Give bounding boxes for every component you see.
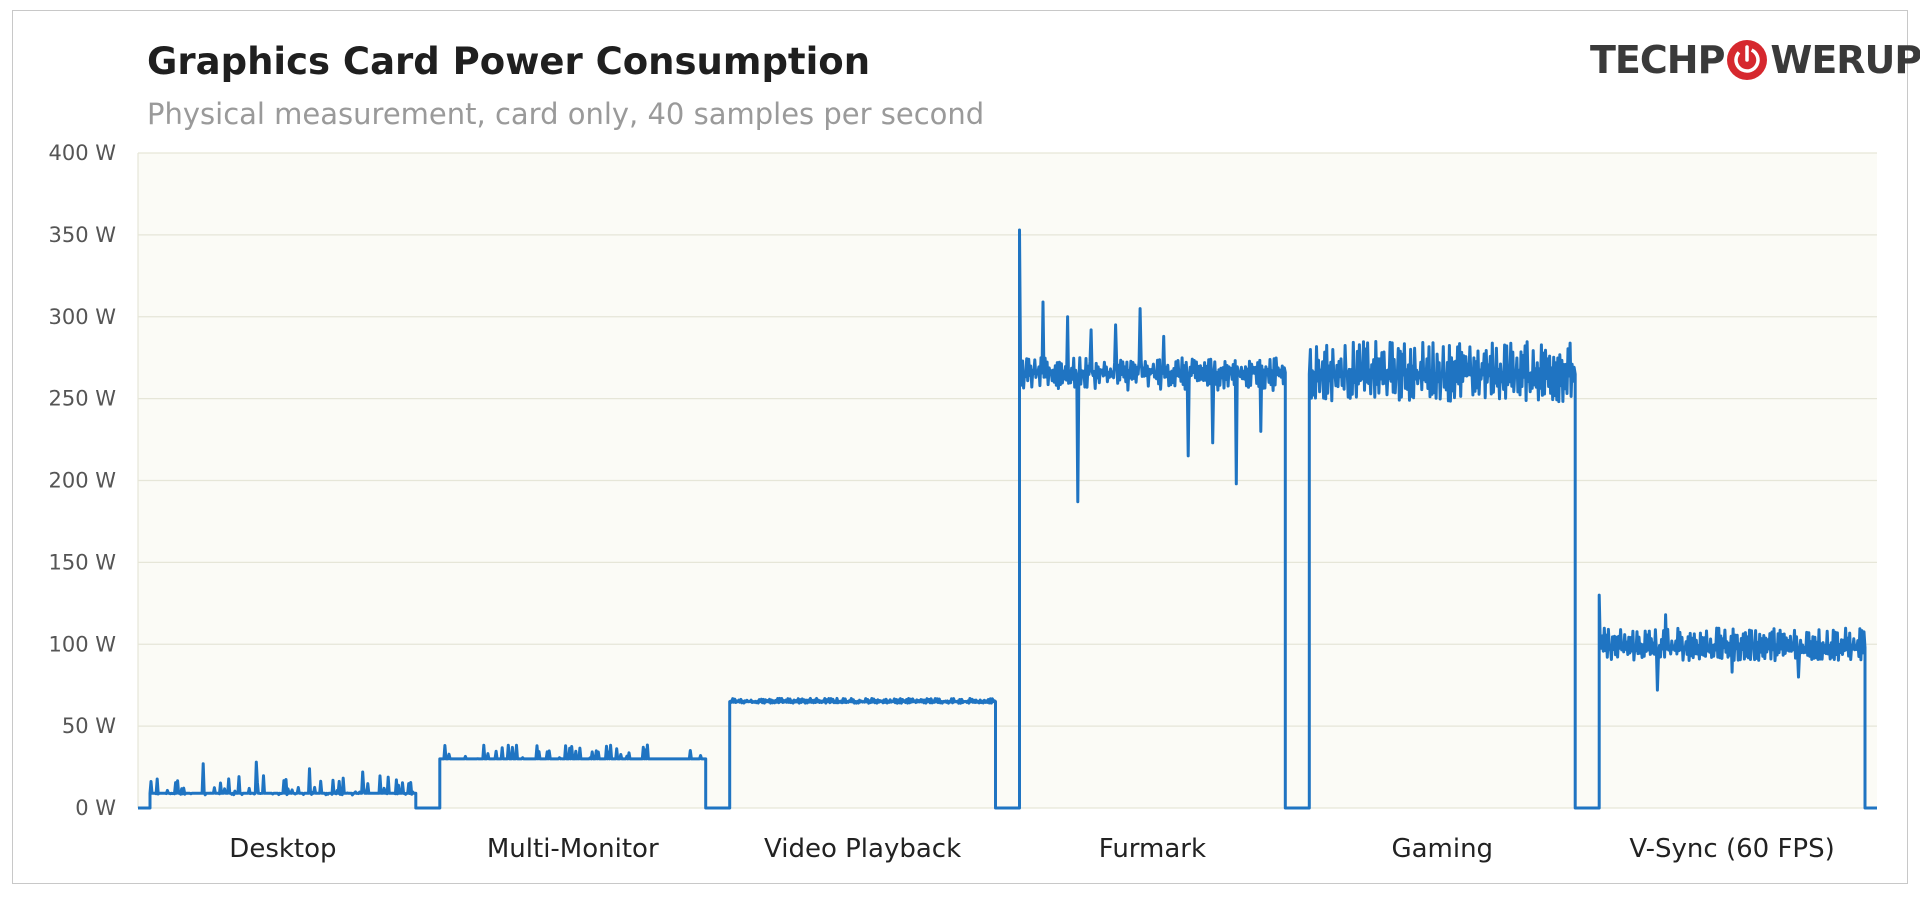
category-label: Gaming <box>1391 834 1493 864</box>
power-line <box>138 228 1877 810</box>
logo-text-right: WERUP <box>1770 38 1920 82</box>
y-tick-label: 0 W <box>75 796 116 820</box>
category-label: Furmark <box>1099 834 1206 864</box>
y-tick-label: 400 W <box>48 141 116 165</box>
y-tick-label: 350 W <box>48 223 116 247</box>
logo-text-left: TECHP <box>1590 38 1725 82</box>
category-label: Multi-Monitor <box>487 834 659 864</box>
category-label: Video Playback <box>764 834 961 864</box>
power-icon <box>1727 40 1768 80</box>
y-tick-label: 200 W <box>48 469 116 493</box>
category-label: Desktop <box>229 834 336 864</box>
y-tick-label: 250 W <box>48 387 116 411</box>
y-tick-label: 100 W <box>48 632 116 656</box>
techpowerup-logo: TECHP WERUP <box>1590 32 1920 88</box>
x-axis-categories: Desktop Multi-Monitor Video Playback Furmar… <box>229 834 1834 864</box>
chart-title: Graphics Card Power Consumption <box>147 40 871 83</box>
chart-subtitle: Physical measurement, card only, 40 samp… <box>147 97 985 131</box>
y-tick-label: 50 W <box>62 714 116 738</box>
y-axis-ticks: 0 W 50 W 100 W 150 W 200 W 250 W 300 W 350 W 400… <box>48 141 116 820</box>
y-tick-label: 150 W <box>48 550 116 574</box>
category-label: V-Sync (60 FPS) <box>1629 834 1834 864</box>
power-series <box>138 228 1877 810</box>
y-tick-label: 300 W <box>48 305 116 329</box>
